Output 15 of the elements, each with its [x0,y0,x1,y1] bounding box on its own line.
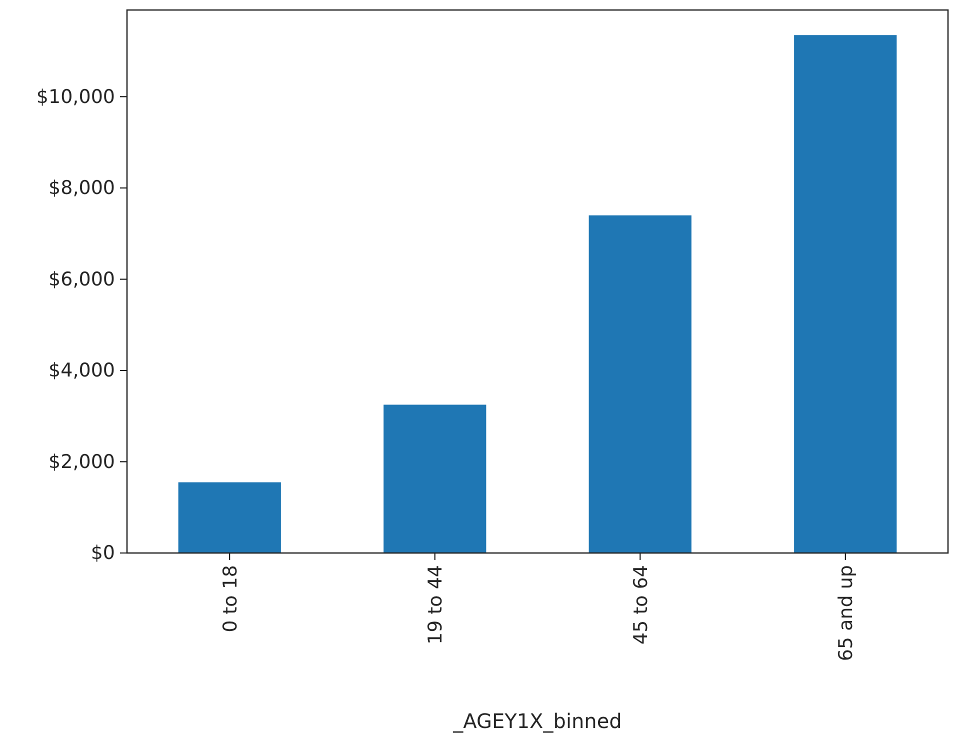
x-tick-label: 65 and up [835,565,858,662]
x-tick-label: 45 to 64 [630,565,652,645]
bar [794,35,897,553]
y-tick-label: $6,000 [48,268,115,290]
bar [384,404,486,553]
x-axis-title: _AGEY1X_binned [452,709,622,733]
y-tick-label: $4,000 [48,360,115,382]
y-tick-label: $10,000 [36,86,115,108]
x-tick-label: 19 to 44 [424,565,447,645]
bar [588,215,692,553]
y-tick-label: $0 [90,542,115,564]
bar [178,482,281,553]
y-tick-label: $2,000 [48,450,115,473]
y-tick-label: $8,000 [48,177,115,200]
x-tick-label: 0 to 18 [219,565,242,632]
